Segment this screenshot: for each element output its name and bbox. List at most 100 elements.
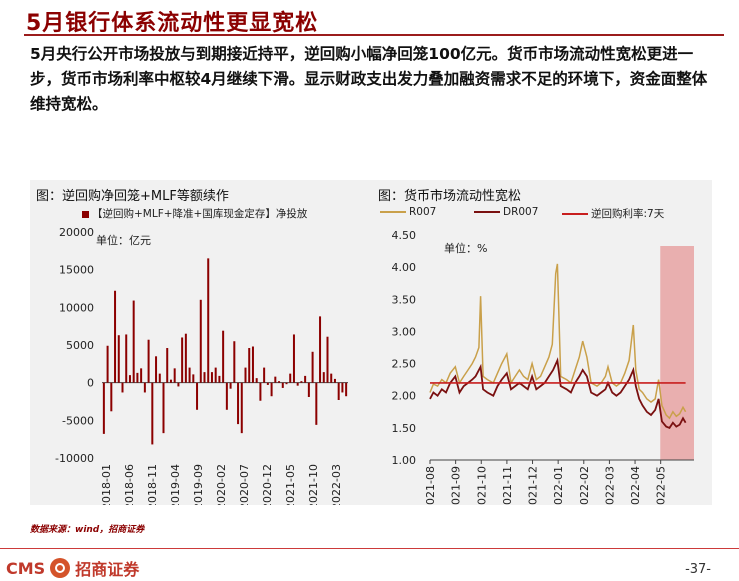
bar xyxy=(289,373,292,383)
bar xyxy=(210,372,213,383)
bar xyxy=(214,367,217,383)
logo-text-cms: CMS xyxy=(6,558,46,578)
x-tick-label: 2018-11 xyxy=(146,464,159,505)
x-tick-label: 2021-10 xyxy=(307,464,320,505)
series-line-1 xyxy=(429,263,687,420)
bar xyxy=(341,382,344,393)
bar xyxy=(196,382,199,410)
bar xyxy=(207,258,210,383)
bar xyxy=(251,346,254,383)
x-tick-label: 2018-06 xyxy=(123,464,136,505)
x-tick-label: 2022-04 xyxy=(629,466,642,505)
bar xyxy=(322,372,325,383)
bar xyxy=(292,334,295,383)
bar xyxy=(281,382,284,388)
bar xyxy=(106,345,109,383)
bar xyxy=(199,299,202,383)
x-tick-label: 2019-04 xyxy=(169,464,182,505)
legend-r007: R007 xyxy=(380,206,436,218)
x-tick-label: 2022-02 xyxy=(578,466,591,505)
legend-label-dr007: DR007 xyxy=(503,206,539,218)
bar xyxy=(285,382,288,385)
y-tick-label: 2.00 xyxy=(392,390,417,403)
bar xyxy=(296,382,299,386)
y-tick-label: -5000 xyxy=(62,414,94,427)
y-tick-label: 20000 xyxy=(59,226,94,239)
company-logo: CMS 招商证券 xyxy=(6,556,139,580)
bar xyxy=(248,348,251,383)
bar xyxy=(222,330,225,383)
bar xyxy=(274,376,277,383)
legend-label-r007: R007 xyxy=(409,206,437,218)
bar xyxy=(203,372,206,383)
bar xyxy=(311,351,314,383)
y-tick-label: 10000 xyxy=(59,301,94,314)
bar xyxy=(192,374,195,383)
y-tick-label: 1.50 xyxy=(392,422,417,435)
x-tick-label: 2022-01 xyxy=(552,466,565,505)
bar-chart: 20000 15000 10000 5000 0 -5000 -10000 2018-01 20… xyxy=(55,226,348,505)
bar xyxy=(218,375,221,383)
bar xyxy=(125,334,128,383)
y-tick-label: 4.50 xyxy=(392,229,417,242)
bar xyxy=(143,382,146,393)
bar xyxy=(345,382,348,397)
bar xyxy=(330,373,333,383)
line-chart: 4.50 4.00 3.50 3.00 2.50 2.00 1.50 1.00 2021-08 2… xyxy=(392,229,694,505)
legend-label-left: 【逆回购+MLF+降准+国库现金定存】净投放 xyxy=(92,208,308,220)
bar xyxy=(136,372,139,383)
x-tick-label: 2021-10 xyxy=(475,466,488,505)
bar xyxy=(128,375,131,383)
bar xyxy=(300,381,303,383)
y-tick-label: 4.00 xyxy=(392,261,417,274)
y-tick-label: 2.50 xyxy=(392,358,417,371)
bar xyxy=(102,382,105,434)
bar xyxy=(114,290,117,383)
bar xyxy=(173,368,176,383)
legend-line-icon xyxy=(562,213,588,215)
bar xyxy=(315,382,318,425)
chart-panel-right: 图：货币市场流动性宽松 R007 DR007 逆回购利率:7天 单位：% 4.5… xyxy=(372,180,712,505)
bar xyxy=(263,367,266,383)
page-number: -37- xyxy=(685,562,711,577)
legend-repo: 逆回购利率:7天 xyxy=(562,206,664,221)
bar xyxy=(117,335,120,383)
bar xyxy=(140,368,143,383)
bar xyxy=(158,373,161,383)
x-tick-label: 2022-03 xyxy=(603,466,616,505)
legend-line-icon xyxy=(380,211,406,213)
bar xyxy=(240,382,243,434)
y-tick-label: 3.50 xyxy=(392,293,417,306)
bar xyxy=(333,378,336,383)
bar xyxy=(166,348,169,383)
bar xyxy=(237,382,240,425)
bar xyxy=(110,382,113,412)
bar xyxy=(278,381,281,383)
legend-swatch-icon xyxy=(82,210,89,218)
bar xyxy=(233,341,236,383)
bar xyxy=(270,382,273,397)
x-tick-label: 2019-09 xyxy=(192,464,205,505)
footer-divider xyxy=(0,548,739,549)
chart-panel-left: 图：逆回购净回笼+MLF等额续作 【逆回购+MLF+降准+国库现金定存】净投放 … xyxy=(30,180,372,505)
series-line-2 xyxy=(429,357,687,430)
bar xyxy=(307,382,310,397)
y-tick-label: 1.00 xyxy=(392,454,417,467)
x-tick-label: 2021-05 xyxy=(284,464,297,505)
bar xyxy=(225,382,228,410)
bar xyxy=(326,336,329,383)
bar xyxy=(259,382,262,401)
x-tick-label: 2020-02 xyxy=(215,464,228,505)
bar xyxy=(244,367,247,383)
page-title: 5月银行体系流动性更显宽松 xyxy=(26,11,319,36)
bar xyxy=(169,379,172,383)
legend-line-icon xyxy=(474,211,500,213)
unit-label-right: 单位：% xyxy=(444,242,488,255)
logo-text-name: 招商证券 xyxy=(75,560,140,579)
bar xyxy=(266,382,269,385)
bar xyxy=(177,382,180,387)
chart-title-right: 图：货币市场流动性宽松 xyxy=(378,189,522,204)
bar xyxy=(188,367,191,383)
bar xyxy=(337,382,340,400)
x-tick-label: 2022-05 xyxy=(655,466,668,505)
